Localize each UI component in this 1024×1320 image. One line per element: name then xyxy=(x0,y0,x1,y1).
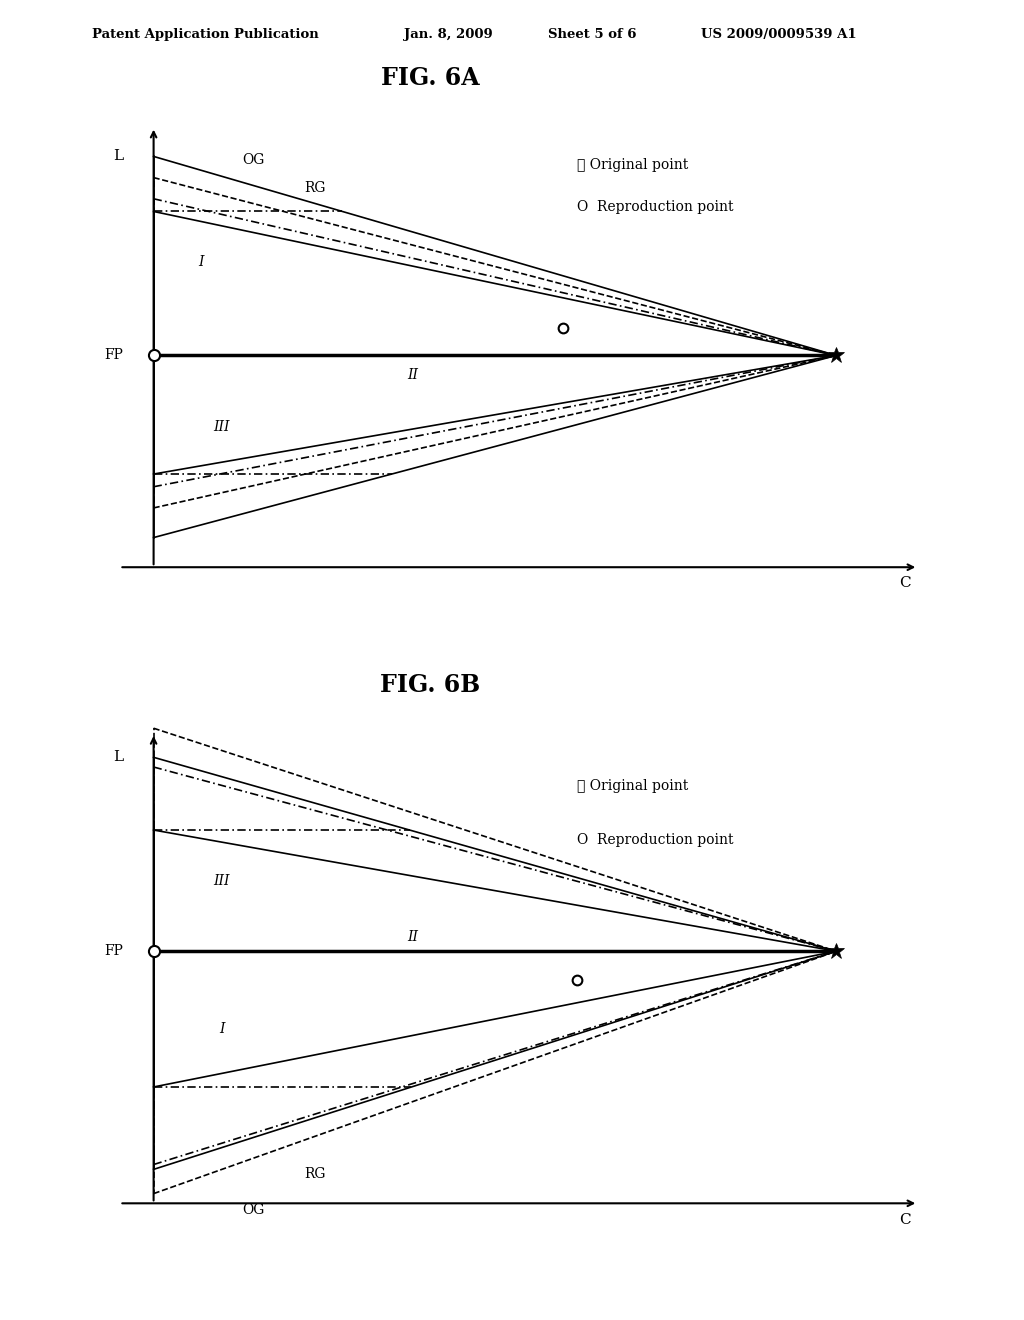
Text: III: III xyxy=(214,874,230,888)
Text: RG: RG xyxy=(304,181,326,194)
Text: Jan. 8, 2009: Jan. 8, 2009 xyxy=(404,28,494,41)
Text: Sheet 5 of 6: Sheet 5 of 6 xyxy=(548,28,636,41)
Text: L: L xyxy=(113,149,123,164)
Text: RG: RG xyxy=(304,1167,326,1181)
Text: II: II xyxy=(408,368,419,383)
Text: I: I xyxy=(219,1022,224,1036)
Text: FP: FP xyxy=(104,348,123,363)
Text: FIG. 6A: FIG. 6A xyxy=(381,66,479,90)
Text: FIG. 6B: FIG. 6B xyxy=(380,673,480,697)
Text: II: II xyxy=(408,931,419,944)
Text: US 2009/0009539 A1: US 2009/0009539 A1 xyxy=(701,28,857,41)
Text: C: C xyxy=(899,576,910,590)
Text: OG: OG xyxy=(243,153,265,168)
Text: Patent Application Publication: Patent Application Publication xyxy=(92,28,318,41)
Text: OG: OG xyxy=(243,1204,265,1217)
Text: C: C xyxy=(899,1213,910,1228)
Text: FP: FP xyxy=(104,944,123,958)
Text: ★ Original point: ★ Original point xyxy=(577,779,688,793)
Text: O  Reproduction point: O Reproduction point xyxy=(577,833,733,846)
Text: O  Reproduction point: O Reproduction point xyxy=(577,201,733,214)
Text: L: L xyxy=(113,750,123,764)
Text: III: III xyxy=(214,421,230,434)
Text: I: I xyxy=(199,255,204,269)
Text: ★ Original point: ★ Original point xyxy=(577,158,688,172)
